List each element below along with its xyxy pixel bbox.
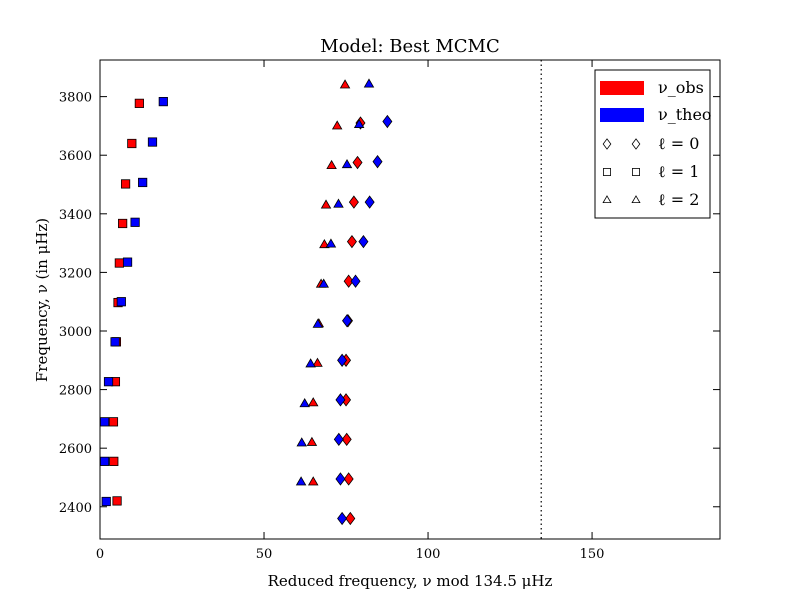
legend-marker [631, 195, 641, 204]
x-tick-label: 50 [256, 547, 273, 562]
data-point-triangle [299, 398, 310, 408]
chart-title: Model: Best MCMC [320, 36, 499, 57]
series-theo-l1 [99, 97, 168, 507]
data-point-diamond [342, 314, 353, 328]
data-point-diamond [343, 472, 354, 486]
y-tick-label: 2800 [59, 384, 92, 399]
data-points-layer [99, 78, 393, 526]
legend-marker [603, 168, 611, 176]
data-point-diamond [346, 234, 357, 249]
data-point-triangle [307, 476, 319, 486]
legend-swatch [600, 108, 644, 122]
data-point-diamond [333, 432, 344, 447]
legend-label: ν_obs [658, 78, 704, 97]
data-point-square [130, 217, 140, 227]
data-point-triangle [319, 238, 330, 249]
data-point-square [103, 377, 114, 387]
series-theo-l2 [295, 78, 375, 486]
x-tick-label: 150 [580, 547, 605, 562]
data-point-diamond [337, 353, 348, 367]
data-point-triangle [331, 120, 343, 130]
data-point-square [112, 496, 122, 506]
data-point-square [138, 177, 148, 188]
data-point-diamond [382, 114, 393, 129]
data-point-triangle [312, 357, 323, 367]
data-point-diamond [358, 234, 369, 249]
data-point-triangle [296, 437, 307, 447]
legend-marker [602, 195, 612, 204]
data-point-diamond [335, 472, 346, 486]
data-point-triangle [333, 198, 344, 208]
data-point-triangle [305, 358, 316, 368]
y-tick-label: 3800 [59, 91, 92, 106]
tick-layer: 0 50 100 150 2400 2600 2800 3000 3200 3400 3600 380… [59, 60, 720, 562]
data-point-square [109, 456, 119, 466]
data-point-diamond [335, 393, 346, 407]
y-axis-label: Frequency, ν (in μHz) [33, 218, 51, 382]
data-point-triangle [353, 118, 365, 128]
x-tick-label: 0 [96, 547, 104, 562]
data-point-triangle [326, 159, 337, 169]
data-point-square [99, 417, 110, 427]
data-point-diamond [337, 511, 348, 526]
data-point-triangle [312, 318, 324, 328]
legend-label: ν_theo [658, 105, 712, 124]
data-point-diamond [350, 274, 361, 288]
y-tick-label: 3400 [59, 208, 92, 223]
data-point-diamond [343, 274, 354, 288]
data-point-triangle [307, 397, 319, 407]
legend-marker [602, 138, 612, 150]
y-tick-label: 2600 [59, 442, 92, 457]
legend-marker [631, 138, 641, 150]
data-point-diamond [372, 154, 383, 169]
legend-entries: ν_obs ν_theo ℓ = 0 ℓ = 1 ℓ = 2 [600, 78, 712, 209]
data-point-triangle [320, 199, 332, 209]
data-point-diamond [364, 195, 375, 209]
series-theo-l0 [333, 114, 393, 526]
data-point-square [120, 179, 131, 189]
legend-label: ℓ = 0 [658, 134, 699, 153]
data-point-square [116, 297, 126, 307]
data-point-diamond [348, 195, 359, 209]
legend-label: ℓ = 2 [658, 190, 699, 209]
data-point-diamond [352, 155, 363, 170]
y-tick-label: 3600 [59, 149, 92, 164]
data-point-square [101, 496, 111, 507]
legend-marker [632, 168, 640, 176]
legend-label: ℓ = 1 [658, 162, 699, 181]
data-point-triangle [295, 476, 307, 486]
data-point-square [108, 417, 119, 427]
x-axis-label: Reduced frequency, ν mod 134.5 μHz [268, 572, 553, 590]
data-point-square [118, 218, 128, 229]
data-point-triangle [318, 278, 329, 288]
plot-frame [99, 59, 721, 540]
y-tick-label: 2400 [59, 501, 92, 516]
data-point-triangle [363, 78, 375, 88]
data-point-square [134, 98, 144, 108]
data-point-diamond [345, 511, 356, 526]
data-point-square [147, 137, 158, 147]
data-point-square [122, 257, 133, 267]
data-point-square [114, 258, 124, 268]
data-point-triangle [339, 79, 351, 89]
data-point-triangle [341, 158, 353, 169]
data-point-square [99, 456, 110, 466]
data-point-square [158, 97, 168, 107]
legend: ν_obs ν_theo ℓ = 0 ℓ = 1 ℓ = 2 [594, 69, 712, 219]
data-point-square [127, 138, 137, 149]
data-point-square [110, 337, 120, 347]
data-point-triangle [325, 238, 337, 248]
y-tick-label: 3000 [59, 325, 92, 340]
data-point-triangle [306, 436, 318, 446]
x-tick-label: 100 [416, 547, 441, 562]
data-point-diamond [341, 432, 352, 447]
legend-swatch [600, 81, 644, 95]
y-tick-label: 3200 [59, 266, 92, 281]
